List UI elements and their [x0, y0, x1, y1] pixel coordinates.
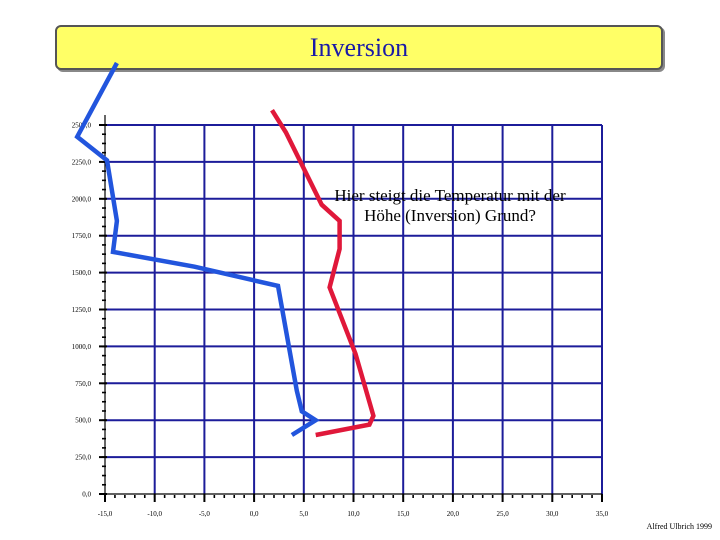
y-tick-label: 1500,0 [72, 269, 92, 277]
y-tick-label: 750,0 [75, 380, 91, 388]
tick-labels: 0,0 250,0 500,0 750,0 1000,0 1250,0 1500,0 1750… [72, 122, 609, 519]
x-tick-label: 20,0 [447, 510, 460, 518]
chart-title: Inversion [309, 32, 409, 62]
x-tick-label: -5,0 [199, 510, 211, 518]
y-tick-label: 2250,0 [72, 158, 92, 166]
x-tick-label: 15,0 [397, 510, 410, 518]
y-tick-label: 250,0 [75, 454, 91, 462]
data-series [74, 61, 376, 438]
inversion-annotation: Hier steigt die Temperatur mit der Höhe … [334, 186, 566, 225]
x-tick-label: 10,0 [347, 510, 360, 518]
x-tick-label: 5,0 [299, 510, 308, 518]
x-tick-label: -15,0 [98, 510, 113, 518]
x-tick-label: 25,0 [496, 510, 509, 518]
red-series-line [270, 109, 376, 438]
y-tick-label: 2000,0 [72, 195, 92, 203]
y-tick-label: 1000,0 [72, 343, 92, 351]
x-tick-label: -10,0 [147, 510, 162, 518]
y-tick-label: 1250,0 [72, 306, 92, 314]
grid-lines [105, 124, 603, 494]
y-tick-label: 500,0 [75, 417, 91, 425]
y-tick-label: 1750,0 [72, 232, 92, 240]
x-tick-label: 35,0 [596, 510, 609, 518]
x-tick-label: 30,0 [546, 510, 559, 518]
y-tick-label: 0,0 [82, 491, 91, 499]
blue-series-line [74, 61, 320, 437]
axis-ticks [99, 115, 603, 502]
x-tick-label: 0,0 [250, 510, 259, 518]
title-banner: Inversion [55, 25, 663, 70]
author-credit: Alfred Ulbrich 1999 [646, 522, 712, 531]
